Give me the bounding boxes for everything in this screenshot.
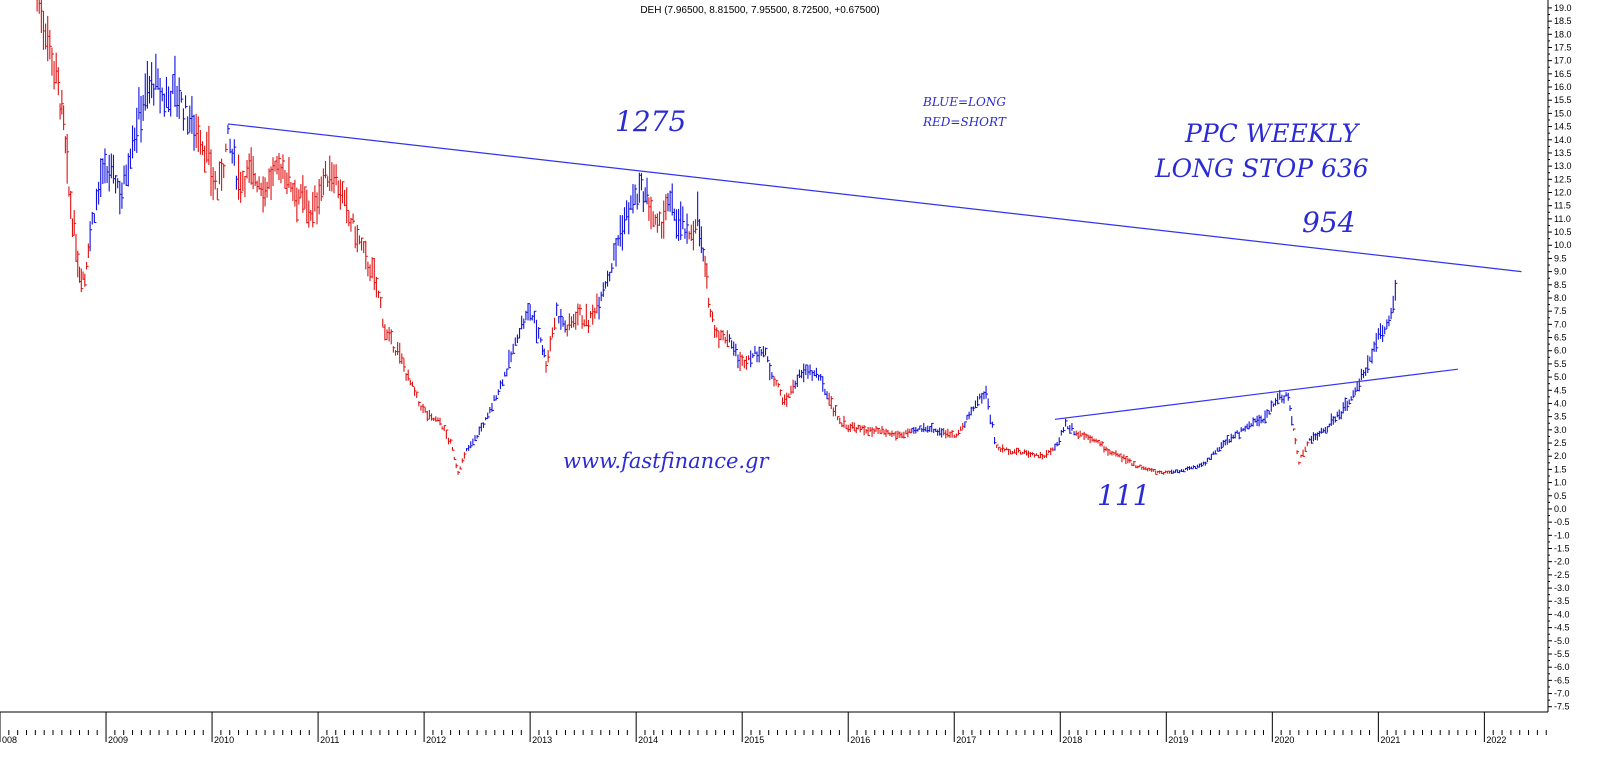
annotation-peak: 1275: [615, 105, 686, 138]
y-tick-label: 0.5: [1554, 491, 1567, 501]
y-tick-label: -2.5: [1554, 570, 1570, 580]
x-year-label: 2013: [532, 735, 552, 745]
y-tick-label: 1.5: [1554, 464, 1567, 474]
y-tick-label: 4.5: [1554, 385, 1567, 395]
y-tick-label: 10.5: [1554, 227, 1572, 237]
annotation-title-line2: LONG STOP 636: [1154, 154, 1369, 183]
x-year-label: 2020: [1274, 735, 1294, 745]
y-tick-label: 18.5: [1554, 16, 1572, 26]
y-tick-label: -7.0: [1554, 689, 1570, 699]
y-tick-label: 14.0: [1554, 135, 1572, 145]
trendlines: [227, 123, 1522, 420]
y-tick-label: 17.5: [1554, 42, 1572, 52]
y-tick-label: 3.5: [1554, 412, 1567, 422]
y-tick-label: 15.0: [1554, 108, 1572, 118]
y-tick-label: 5.5: [1554, 359, 1567, 369]
trendline-support: [1054, 368, 1458, 420]
y-tick-label: 12.0: [1554, 188, 1572, 198]
y-tick-label: -4.5: [1554, 623, 1570, 633]
y-tick-label: -4.0: [1554, 609, 1570, 619]
price-bars: [36, 0, 1398, 475]
annotation-legend-long: BLUE=LONG: [922, 95, 1006, 109]
x-year-label: 2009: [108, 735, 128, 745]
y-axis: 19.0 18.5 18.0 17.5 17.0 16.5 16.0 15.5 15.0 14.5…: [1548, 3, 1572, 712]
plot-frame: [0, 0, 1549, 713]
x-axis: 008 2009 2010 2011 2012 2013 2014 2015 2016 2017 2…: [0, 712, 1547, 745]
annotation-website: www.fastfinance.gr: [563, 449, 771, 473]
x-year-label: 2010: [214, 735, 234, 745]
y-tick-label: -1.5: [1554, 544, 1570, 554]
x-year-label: 2019: [1168, 735, 1188, 745]
x-year-label: 2017: [956, 735, 976, 745]
y-tick-label: 13.0: [1554, 161, 1572, 171]
y-tick-label: 8.5: [1554, 280, 1567, 290]
y-tick-label: 9.5: [1554, 253, 1567, 263]
chart-header: DEH (7.96500, 8.81500, 7.95500, 8.72500,…: [640, 5, 879, 16]
y-tick-label: 18.0: [1554, 29, 1572, 39]
annotation-low: 111: [1097, 479, 1150, 512]
y-tick-label: 0.0: [1554, 504, 1567, 514]
y-tick-label: 15.5: [1554, 95, 1572, 105]
y-tick-label: 11.0: [1554, 214, 1571, 224]
y-tick-label: -6.5: [1554, 675, 1570, 685]
y-tick-label: 5.0: [1554, 372, 1567, 382]
x-year-label: 2012: [426, 735, 446, 745]
y-tick-label: 9.0: [1554, 267, 1567, 277]
y-tick-label: -7.5: [1554, 702, 1570, 712]
x-year-label: 2016: [850, 735, 870, 745]
annotation-legend-short: RED=SHORT: [922, 115, 1007, 129]
y-tick-label: 7.0: [1554, 319, 1567, 329]
y-tick-label: -2.0: [1554, 557, 1570, 567]
y-tick-label: -3.5: [1554, 596, 1570, 606]
annotation-target: 954: [1302, 206, 1355, 239]
y-tick-label: -5.0: [1554, 636, 1570, 646]
x-year-label: 2021: [1380, 735, 1400, 745]
y-tick-label: 7.5: [1554, 306, 1567, 316]
annotation-title-line1: PPC WEEKLY: [1184, 119, 1361, 148]
x-year-label: 2015: [744, 735, 764, 745]
y-tick-label: 19.0: [1554, 3, 1572, 13]
y-tick-label: 2.0: [1554, 451, 1567, 461]
y-tick-label: 6.0: [1554, 346, 1567, 356]
y-tick-label: 14.5: [1554, 122, 1572, 132]
x-year-label: 2018: [1062, 735, 1082, 745]
x-year-label: 008: [2, 735, 17, 745]
x-year-label: 2011: [320, 735, 339, 745]
y-tick-label: 10.0: [1554, 240, 1572, 250]
y-tick-label: -0.5: [1554, 517, 1570, 527]
y-tick-label: 3.0: [1554, 425, 1567, 435]
y-tick-label: 17.0: [1554, 56, 1572, 66]
x-year-label: 2014: [638, 735, 658, 745]
y-tick-label: -5.5: [1554, 649, 1570, 659]
y-tick-label: 13.5: [1554, 148, 1572, 158]
y-tick-label: 6.5: [1554, 333, 1567, 343]
y-tick-label: 4.0: [1554, 398, 1567, 408]
y-tick-label: 16.0: [1554, 82, 1572, 92]
y-tick-label: -6.0: [1554, 662, 1570, 672]
trendline-resistance: [227, 123, 1522, 273]
y-tick-label: 16.5: [1554, 69, 1572, 79]
y-tick-label: 1.0: [1554, 478, 1567, 488]
y-tick-label: -1.0: [1554, 530, 1570, 540]
y-tick-label: 2.5: [1554, 438, 1567, 448]
x-year-label: 2022: [1486, 735, 1506, 745]
y-tick-label: 8.0: [1554, 293, 1567, 303]
y-tick-label: 12.5: [1554, 174, 1572, 184]
y-tick-label: -3.0: [1554, 583, 1570, 593]
y-tick-label: 11.5: [1554, 201, 1571, 211]
